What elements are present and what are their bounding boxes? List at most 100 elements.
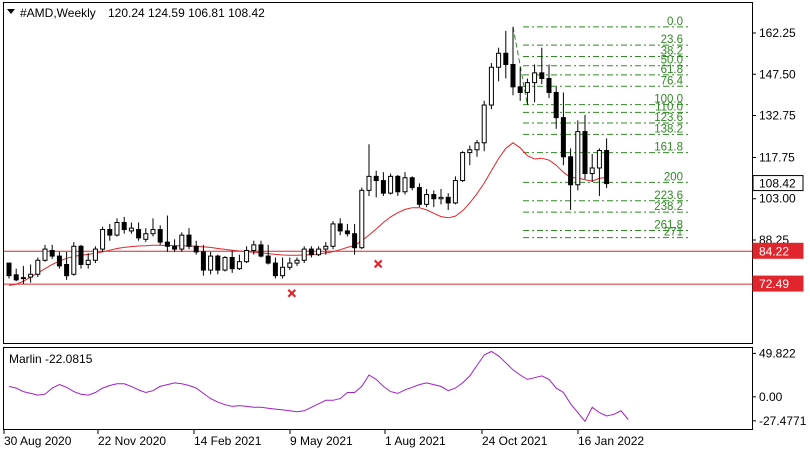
candle — [352, 223, 358, 255]
candle — [568, 148, 574, 210]
time-axis[interactable]: 30 Aug 2020 22 Nov 2020 14 Feb 2021 9 May 2… — [3, 430, 644, 448]
candle-body — [85, 259, 91, 265]
fibonacci-levels[interactable]: 0.0 23.638.250.061.876.4 100.0110.0123.613… — [512, 16, 688, 239]
horizontal-lines[interactable] — [4, 250, 752, 285]
candle — [532, 64, 538, 103]
candle — [510, 26, 516, 96]
candle-body — [208, 255, 214, 271]
candle-body — [474, 142, 480, 151]
candle — [215, 254, 221, 275]
candle-body — [539, 72, 545, 79]
candle — [560, 92, 566, 166]
current-price-badge-box — [752, 175, 804, 192]
candle-body — [258, 244, 264, 257]
candle — [380, 172, 386, 196]
candle — [604, 138, 610, 189]
candle — [92, 246, 98, 264]
level-72-badge: 72.49 — [752, 275, 804, 292]
candle — [575, 120, 581, 191]
candle-body — [222, 256, 228, 271]
signal-x-shape — [287, 288, 297, 298]
candle — [517, 67, 523, 101]
candle — [136, 222, 142, 241]
candle-body — [164, 241, 170, 247]
candle — [150, 218, 156, 237]
fib-level-label: 200 — [664, 171, 683, 183]
candle — [143, 228, 149, 243]
ohlc-values: 120.24 124.59 106.81 108.42 — [108, 6, 265, 20]
candle — [589, 153, 595, 182]
candle — [496, 47, 502, 82]
candle-body — [488, 66, 494, 106]
candle-body — [496, 52, 502, 68]
candle-body — [272, 262, 278, 277]
indicator-panel[interactable] — [3, 347, 753, 430]
candle — [596, 148, 602, 196]
signal-markers — [287, 259, 383, 298]
candle — [85, 253, 91, 269]
candle — [359, 187, 365, 250]
candle-body — [366, 175, 372, 191]
candle — [308, 246, 314, 258]
indicator-axis[interactable]: 49.822 0.00 -27.4771 — [752, 346, 807, 428]
candle-body — [380, 180, 386, 194]
candle-body — [229, 256, 235, 270]
main-chart-panel[interactable] — [3, 2, 753, 344]
candle-body — [330, 223, 336, 247]
candle-body — [524, 82, 530, 93]
candle — [56, 251, 62, 269]
signal-x-marker — [287, 288, 297, 298]
chart-menu-triangle-icon[interactable] — [7, 9, 15, 14]
indicator-label: Marlin -22.0815 — [9, 352, 93, 366]
price-badges: 108.42 84.22 72.49 — [752, 175, 804, 292]
price-tick-label: 117.75 — [759, 150, 795, 164]
candle-body — [42, 248, 48, 261]
candle-body — [532, 72, 538, 84]
fib-level-label: 110.0 — [655, 101, 683, 113]
candle-body — [143, 233, 149, 240]
fib-level-label: 61.8 — [661, 64, 683, 76]
candle — [272, 257, 278, 279]
candle-body — [172, 245, 178, 250]
time-tick-label: 14 Feb 2021 — [194, 434, 262, 448]
candle — [236, 254, 242, 271]
candle — [539, 47, 545, 85]
candle-body — [337, 223, 343, 232]
signal-x-shape — [373, 259, 383, 269]
candle-body — [402, 177, 408, 193]
fib-level-label: 23.6 — [661, 34, 683, 46]
candle — [409, 176, 415, 191]
price-tick-label: 132.75 — [759, 109, 796, 123]
candle-body — [517, 86, 523, 93]
fib-level-label: 0.0 — [667, 16, 683, 28]
candle-body — [265, 255, 271, 264]
candle-body — [344, 230, 350, 235]
candle-body — [179, 234, 185, 250]
candle-body — [582, 131, 588, 175]
candle-body — [424, 194, 430, 205]
candle-body — [589, 167, 595, 175]
candle — [582, 114, 588, 180]
candle — [344, 223, 350, 237]
candle-body — [157, 229, 163, 243]
candle — [42, 244, 48, 262]
candle-body — [308, 248, 314, 256]
candle — [179, 232, 185, 252]
candle — [388, 173, 394, 195]
candle-body — [431, 194, 437, 200]
candle-body — [546, 77, 552, 93]
candle — [208, 251, 214, 275]
candle-body — [503, 52, 509, 65]
candle-body — [416, 187, 422, 205]
candle-body — [323, 245, 329, 250]
symbol-timeframe-label: #AMD,Weekly — [20, 6, 96, 20]
candle — [13, 268, 19, 282]
candle — [301, 246, 307, 264]
candle — [467, 145, 473, 166]
candle-body — [107, 229, 113, 236]
candle — [64, 251, 70, 280]
indicator-tick-label: -27.4771 — [759, 414, 807, 428]
candle-body — [287, 262, 293, 268]
